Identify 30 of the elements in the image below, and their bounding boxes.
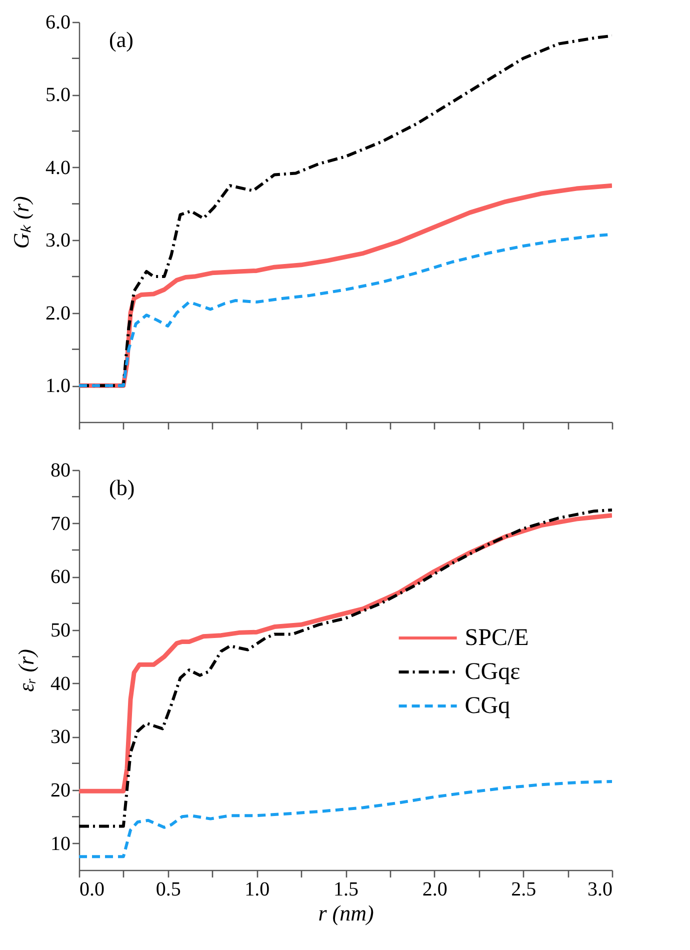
legend-label: CGq — [464, 693, 510, 719]
y-tick-label: 70 — [50, 512, 70, 535]
x-tick-label: 0.5 — [156, 878, 181, 900]
y-axis-title: εᵣ (r) — [14, 649, 38, 692]
x-axis-title: r (nm) — [318, 900, 374, 926]
y-tick-label: 5.0 — [46, 84, 70, 106]
x-tick-label: 2.0 — [422, 878, 448, 900]
y-tick-label: 3.0 — [46, 230, 70, 252]
y-tick-label: 50 — [50, 620, 70, 642]
line-series — [79, 780, 612, 858]
x-tick-label: 1.0 — [244, 878, 270, 900]
y-axis-title: Gₖ (r) — [8, 196, 34, 249]
legend-label: SPC/E — [464, 625, 529, 651]
x-tick-label: 3.0 — [588, 878, 612, 900]
x-tick-label: 1.5 — [334, 878, 358, 900]
y-tick-label: 4.0 — [46, 156, 70, 179]
annotation: (b) — [109, 475, 135, 500]
y-tick-label: 2.0 — [46, 302, 70, 324]
y-tick-label: 40 — [50, 672, 70, 695]
annotation: (a) — [109, 27, 134, 52]
y-tick-label: 10 — [50, 832, 70, 855]
y-tick-label: 80 — [50, 460, 70, 482]
y-tick-label: 30 — [50, 726, 70, 748]
legend-label: CGqε — [464, 659, 520, 685]
y-tick-label: 6.0 — [46, 12, 70, 34]
y-tick-label: 20 — [50, 780, 70, 802]
x-tick-label: 2.5 — [511, 878, 536, 900]
x-tick-label: 0.0 — [80, 878, 104, 900]
y-tick-label: 60 — [50, 566, 70, 588]
y-tick-label: 1.0 — [46, 375, 70, 398]
